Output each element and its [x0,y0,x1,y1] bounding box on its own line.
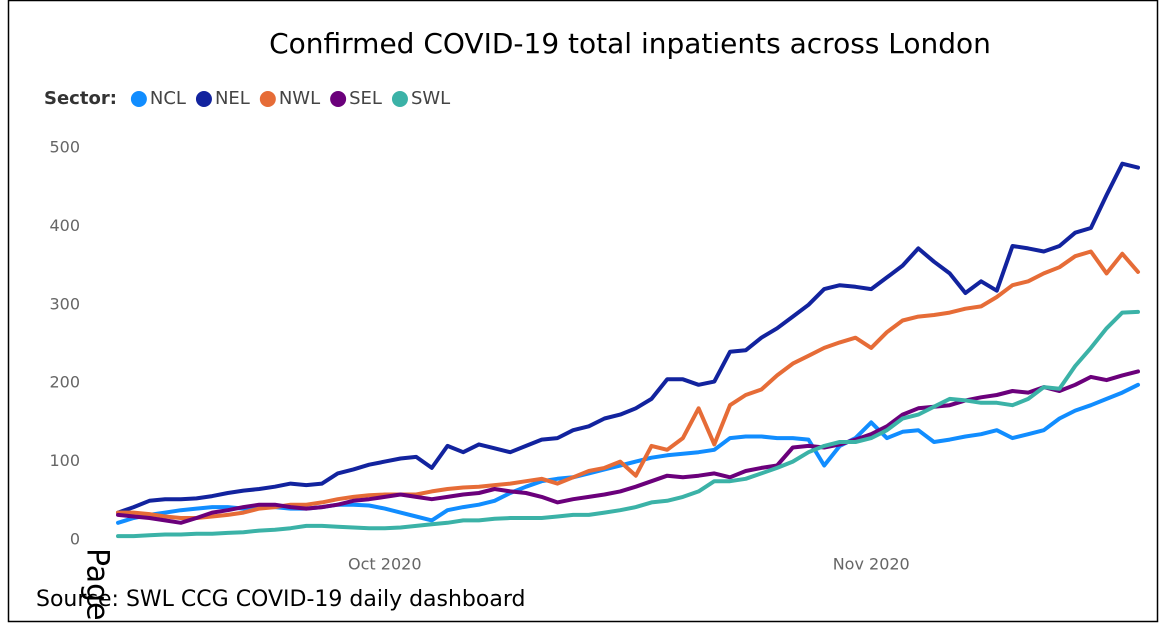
page-label: Page [80,548,115,621]
series-line [116,309,1140,539]
legend-label: NWL [279,88,320,109]
y-tick-label: 400 [49,216,80,235]
legend-label: SWL [411,88,450,109]
frame [7,0,1159,623]
series-line [116,369,1140,525]
y-tick-label: 500 [49,138,80,157]
y-tick-label: 200 [49,373,80,392]
x-tick-label: Oct 2020 [348,555,421,574]
legend-marker [330,91,347,107]
legend-label: SEL [349,88,382,109]
x-tick-label: Nov 2020 [833,555,910,574]
series-line [116,382,1140,525]
y-tick-label: 0 [70,530,80,549]
y-tick-label: 300 [49,294,80,313]
legend-title: Sector: [44,88,117,109]
legend-marker [391,91,408,107]
chart-title: Confirmed COVID-19 total inpatients acro… [269,27,991,60]
legend-marker [259,91,276,107]
y-tick-label: 100 [49,451,80,470]
legend-marker [195,91,212,107]
series-line [116,249,1140,520]
legend-label: NCL [150,88,186,109]
legend-label: NEL [215,88,250,109]
source-note: Source: SWL CCG COVID-19 daily dashboard [36,587,525,612]
series-line [116,161,1140,515]
legend-marker [130,91,147,107]
